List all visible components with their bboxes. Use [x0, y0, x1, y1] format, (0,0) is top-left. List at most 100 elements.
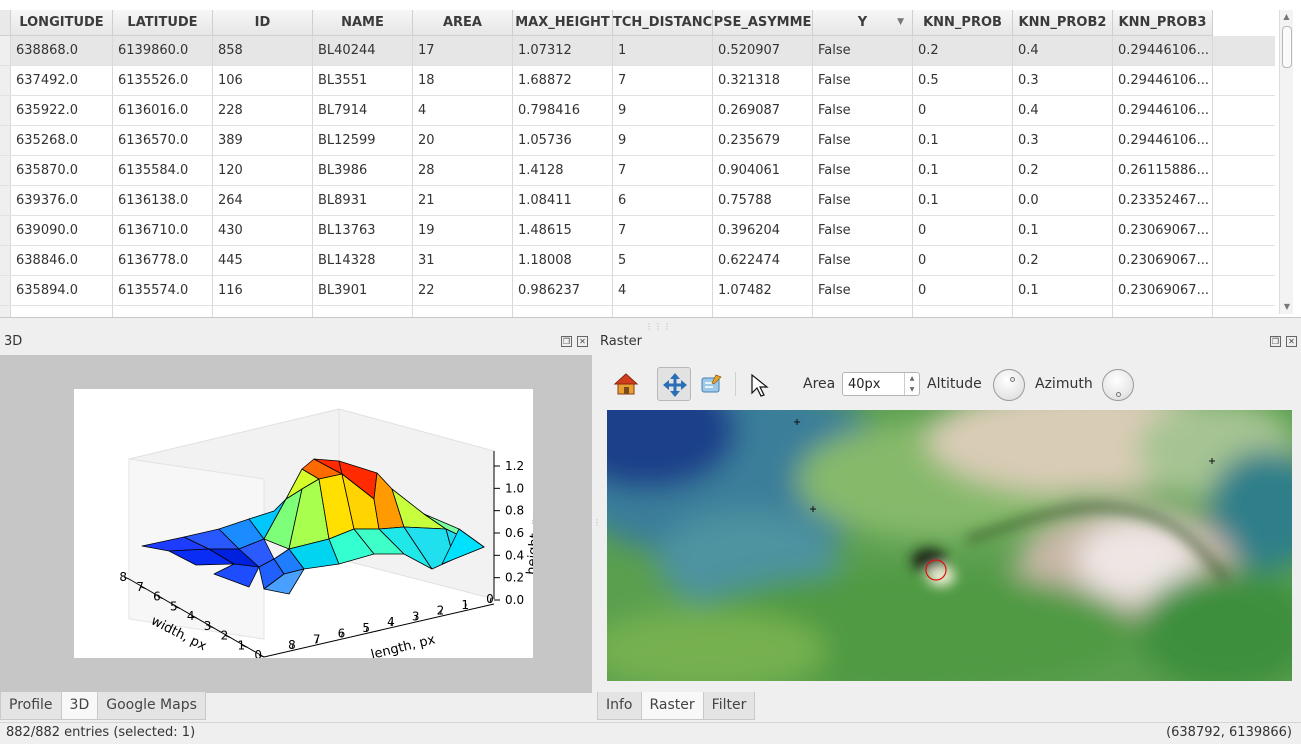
table-cell[interactable]: 0.396204 — [713, 216, 813, 245]
column-header[interactable]: LATITUDE — [113, 10, 213, 36]
table-cell[interactable]: False — [813, 216, 913, 245]
table-cell[interactable]: 0.29446106... — [1113, 126, 1213, 155]
scroll-down-icon[interactable]: ▼ — [1283, 302, 1291, 311]
table-cell[interactable]: 0.2 — [1013, 246, 1113, 275]
table-cell[interactable]: 228 — [213, 96, 313, 125]
table-cell[interactable]: False — [813, 126, 913, 155]
table-cell[interactable]: 17 — [413, 36, 513, 65]
table-cell[interactable]: 0.1 — [913, 126, 1013, 155]
table-cell[interactable]: BL40244 — [313, 36, 413, 65]
table-cell[interactable]: 9 — [613, 126, 713, 155]
table-cell[interactable]: False — [813, 96, 913, 125]
column-header[interactable]: Y ▼ — [813, 10, 913, 36]
table-cell[interactable]: BL3901 — [313, 276, 413, 305]
table-cell[interactable]: 6136710.0 — [113, 216, 213, 245]
column-header[interactable]: MAX_HEIGHT — [513, 10, 613, 36]
table-cell[interactable]: 639376.0 — [11, 186, 113, 215]
column-header[interactable]: ID — [213, 10, 313, 36]
table-cell[interactable]: 0.798416 — [513, 96, 613, 125]
table-cell[interactable]: 0.4 — [1013, 36, 1113, 65]
table-body[interactable]: 638868.0 6139860.0 858 BL40244 17 1.07312 1 0.5… — [0, 36, 1275, 317]
altitude-dial[interactable] — [993, 369, 1025, 401]
tab-filter[interactable]: Filter — [702, 692, 756, 720]
table-cell[interactable]: 4 — [413, 96, 513, 125]
table-cell[interactable]: 0.269087 — [713, 96, 813, 125]
table-cell[interactable]: 6136016.0 — [113, 96, 213, 125]
identify-button[interactable] — [694, 367, 728, 401]
table-cell[interactable]: 0.23069067... — [1113, 276, 1213, 305]
column-header[interactable]: KNN_PROB3 — [1113, 10, 1213, 36]
table-cell[interactable]: 1.08411 — [513, 186, 613, 215]
pan-button[interactable] — [657, 367, 691, 401]
table-cell[interactable]: 0 — [913, 276, 1013, 305]
close-pane-icon[interactable]: ✕ — [577, 336, 588, 347]
table-cell[interactable]: 0 — [913, 246, 1013, 275]
table-cell[interactable]: 0.26115886... — [1113, 156, 1213, 185]
table-row-partial[interactable] — [0, 306, 1275, 317]
table-cell[interactable]: 120 — [213, 156, 313, 185]
table-cell[interactable]: 635922.0 — [11, 96, 113, 125]
table-cell[interactable]: 639090.0 — [11, 216, 113, 245]
table-row[interactable]: 639090.0 6136710.0 430 BL13763 19 1.48615 7 0.3… — [0, 216, 1275, 246]
table-cell[interactable]: 6 — [613, 186, 713, 215]
column-header[interactable]: NAME — [313, 10, 413, 36]
tab-profile[interactable]: Profile — [0, 692, 62, 720]
table-cell[interactable]: 1.07482 — [713, 276, 813, 305]
table-cell[interactable]: 0.2 — [1013, 156, 1113, 185]
azimuth-dial[interactable] — [1102, 369, 1134, 401]
table-cell[interactable]: 9 — [613, 96, 713, 125]
close-pane-icon[interactable]: ✕ — [1286, 336, 1297, 347]
table-cell[interactable]: 0.5 — [913, 66, 1013, 95]
row-header[interactable] — [0, 216, 11, 245]
column-header[interactable]: KNN_PROB2 — [1013, 10, 1113, 36]
table-cell[interactable]: 20 — [413, 126, 513, 155]
table-cell[interactable]: False — [813, 276, 913, 305]
table-cell[interactable]: 0.3 — [1013, 66, 1113, 95]
area-spinbox[interactable] — [842, 372, 920, 396]
table-cell[interactable]: 1.48615 — [513, 216, 613, 245]
table-cell[interactable]: BL8931 — [313, 186, 413, 215]
table-cell[interactable]: False — [813, 36, 913, 65]
table-row[interactable]: 635922.0 6136016.0 228 BL7914 4 0.798416 9 0.26… — [0, 96, 1275, 126]
table-cell[interactable]: 389 — [213, 126, 313, 155]
table-cell[interactable]: 18 — [413, 66, 513, 95]
table-cell[interactable]: 106 — [213, 66, 313, 95]
row-header[interactable] — [0, 66, 11, 95]
table-cell[interactable]: 116 — [213, 276, 313, 305]
table-cell[interactable]: BL14328 — [313, 246, 413, 275]
table-cell[interactable]: 0.1 — [913, 186, 1013, 215]
scroll-up-icon[interactable]: ▲ — [1283, 12, 1290, 21]
table-cell[interactable]: 0.29446106... — [1113, 96, 1213, 125]
area-spin-arrows[interactable]: ▲ ▼ — [904, 373, 919, 395]
table-cell[interactable]: 5 — [613, 246, 713, 275]
column-header[interactable]: PSE_ASYMME — [713, 10, 813, 36]
row-header[interactable] — [0, 276, 11, 305]
table-cell[interactable]: 0.1 — [1013, 216, 1113, 245]
table-cell[interactable]: 6136138.0 — [113, 186, 213, 215]
attribute-table[interactable]: LONGITUDE LATITUDE ID NAME AREA MAX_HEIGHT TCH… — [0, 0, 1301, 318]
table-cell[interactable]: 0.23352467... — [1113, 186, 1213, 215]
table-cell[interactable]: False — [813, 246, 913, 275]
table-cell[interactable]: 6136778.0 — [113, 246, 213, 275]
pointer-button[interactable] — [742, 367, 776, 401]
table-corner-button[interactable] — [0, 10, 11, 36]
column-header[interactable]: KNN_PROB — [913, 10, 1013, 36]
table-cell[interactable]: 1.07312 — [513, 36, 613, 65]
table-cell[interactable]: 264 — [213, 186, 313, 215]
vertical-splitter[interactable]: ⋮ — [593, 518, 602, 527]
table-cell[interactable]: 0.29446106... — [1113, 66, 1213, 95]
table-cell[interactable]: 0 — [913, 216, 1013, 245]
table-cell[interactable]: 0.4 — [1013, 96, 1113, 125]
table-row[interactable]: 638846.0 6136778.0 445 BL14328 31 1.18008 5 0.6… — [0, 246, 1275, 276]
table-cell[interactable]: BL3986 — [313, 156, 413, 185]
table-cell[interactable]: 0.75788 — [713, 186, 813, 215]
table-cell[interactable]: 445 — [213, 246, 313, 275]
table-cell[interactable]: BL13763 — [313, 216, 413, 245]
table-cell[interactable]: 4 — [613, 276, 713, 305]
table-cell[interactable]: False — [813, 186, 913, 215]
table-cell[interactable]: BL12599 — [313, 126, 413, 155]
table-cell[interactable]: False — [813, 66, 913, 95]
float-pane-icon[interactable]: ❐ — [1270, 336, 1281, 347]
row-header[interactable] — [0, 246, 11, 275]
table-cell[interactable]: 0.23069067... — [1113, 246, 1213, 275]
